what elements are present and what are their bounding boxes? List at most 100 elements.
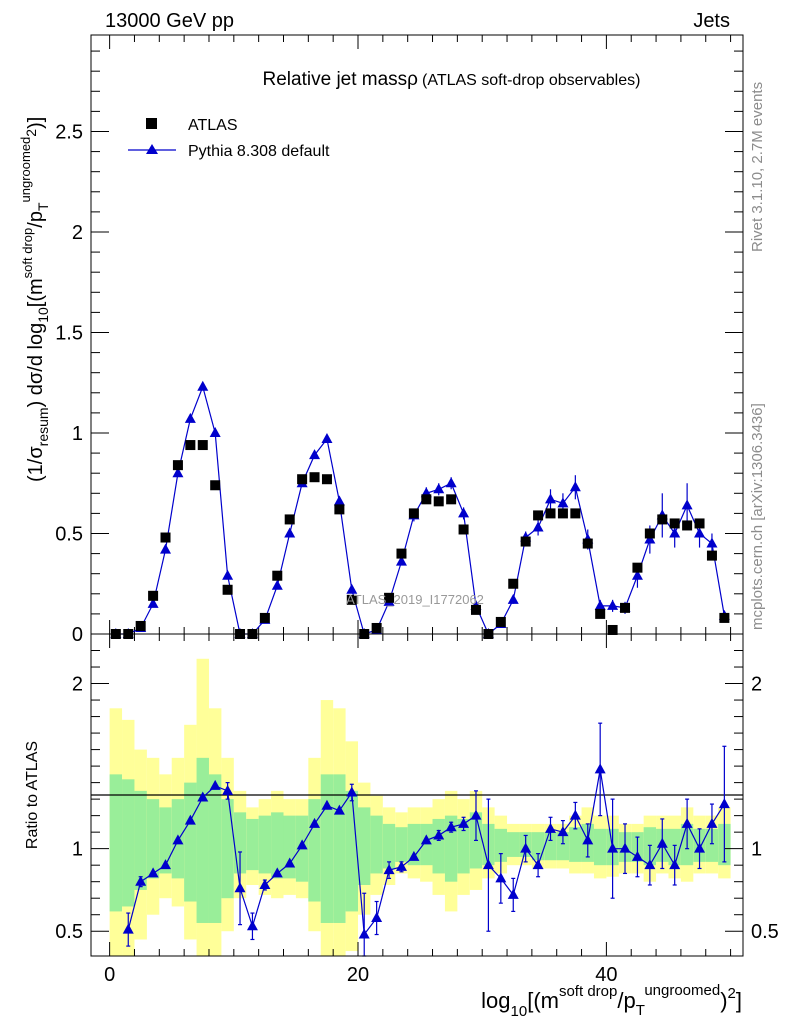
ratio-point (284, 857, 296, 868)
atlas-point (297, 474, 308, 485)
atlas-point (408, 508, 419, 519)
ratio-point (470, 809, 482, 820)
syst-band-green (146, 799, 160, 879)
ratio-y-tick-label-right: 2 (751, 674, 762, 696)
pythia-point (309, 449, 321, 460)
atlas-point (706, 550, 717, 561)
energy-label: 13000 GeV pp (105, 10, 234, 32)
pythia-point (209, 426, 221, 437)
pythia-point (694, 527, 706, 538)
ratio-y-tick-label: 0.5 (55, 921, 83, 943)
syst-band-green (494, 828, 508, 862)
atlas-point (272, 570, 283, 581)
atlas-point (520, 536, 531, 547)
syst-band-green (221, 799, 234, 899)
ratio-point (321, 799, 333, 810)
pythia-point (160, 543, 172, 554)
main-y-tick-label: 1 (72, 423, 83, 445)
atlas-point (185, 440, 196, 451)
syst-band-green (159, 807, 172, 874)
ratio-point (271, 867, 283, 878)
syst-band-green (370, 815, 383, 874)
syst-band-green (382, 823, 396, 869)
pythia-point (271, 579, 283, 590)
pythia-point (333, 495, 345, 506)
main-y-tick-label: 0.5 (55, 523, 83, 545)
ratio-point (507, 888, 519, 899)
atlas-point (495, 616, 506, 627)
syst-band-green (134, 790, 147, 890)
main-y-tick-label: 0 (72, 624, 83, 646)
syst-band-green (246, 818, 259, 871)
pythia-point (321, 433, 333, 444)
syst-band-green (705, 828, 719, 862)
atlas-point (210, 480, 221, 491)
ratio-point (644, 859, 656, 870)
pythia-point (433, 483, 445, 494)
ratio-point (619, 842, 631, 853)
main-y-tick-label: 2.5 (55, 121, 83, 143)
syst-band-green (457, 818, 470, 874)
atlas-point (334, 504, 345, 515)
ratio-point (594, 763, 606, 774)
ratio-point (395, 860, 407, 871)
atlas-point (148, 590, 159, 601)
pythia-point (532, 521, 544, 532)
syst-band-green (320, 774, 334, 923)
ratio-point (445, 821, 457, 832)
atlas-point (669, 518, 680, 529)
pythia-point (644, 533, 656, 544)
atlas-point (657, 514, 668, 525)
main-ticks: 0 0.5 1 1.5 2 2.5 (55, 35, 743, 646)
pythia-point (507, 593, 519, 604)
syst-band-green (233, 812, 247, 874)
atlas-point (595, 608, 606, 619)
syst-band-green (432, 818, 445, 874)
ratio-point (694, 842, 706, 853)
ratio-point (333, 804, 345, 815)
x-axis-label: log10[(msoft drop/pTungroomed)2] (481, 982, 742, 1020)
syst-band-green (420, 823, 433, 866)
pythia-point (172, 467, 184, 478)
atlas-point (508, 578, 519, 589)
pythia-point (395, 555, 407, 566)
ratio-point (718, 798, 730, 809)
ratio-point (557, 826, 569, 837)
syst-band-green (283, 815, 296, 879)
syst-band-green (395, 827, 408, 862)
pythia-point (147, 597, 159, 608)
atlas-point (160, 532, 171, 543)
ratio-point (495, 872, 507, 883)
legend: ATLAS Pythia 8.308 default (128, 117, 330, 160)
ratio-point (197, 791, 209, 802)
ratio-point (520, 842, 532, 853)
x-tick-label: 40 (595, 964, 617, 986)
atlas-point (222, 584, 233, 595)
atlas-point (197, 440, 208, 451)
ratio-point (346, 786, 358, 797)
ratio-point (383, 864, 395, 875)
syst-band-green (196, 757, 209, 923)
ratio-point (408, 850, 420, 861)
ratio-y-tick-label-right: 1 (751, 839, 762, 861)
pythia-point (706, 537, 718, 548)
watermark: ATLAS_2019_I1772062 (346, 592, 484, 607)
atlas-point (644, 528, 655, 539)
ratio-point (545, 822, 557, 833)
syst-band-green (271, 812, 284, 879)
ratio-y-tick-label: 1 (72, 839, 83, 861)
syst-band-green (358, 807, 371, 885)
rivet-label: Rivet 3.1.10, 2.7M events (749, 82, 766, 252)
syst-band-green (507, 832, 520, 857)
atlas-point (557, 508, 568, 519)
ratio-point (420, 834, 432, 845)
main-panel: 0 0.5 1 1.5 2 2.5 Relative jet massρ (ATLAS s… (18, 34, 744, 646)
syst-band-green (444, 815, 458, 882)
ratio-y-tick-label-right: 0.5 (751, 921, 779, 943)
ratio-point (569, 809, 581, 820)
ratio-point (582, 834, 594, 845)
ratio-point (681, 817, 693, 828)
pythia-point (346, 583, 358, 594)
atlas-point (533, 510, 544, 521)
ratio-ticks: 0.5 0.51 12 20 20 40 (55, 634, 779, 986)
